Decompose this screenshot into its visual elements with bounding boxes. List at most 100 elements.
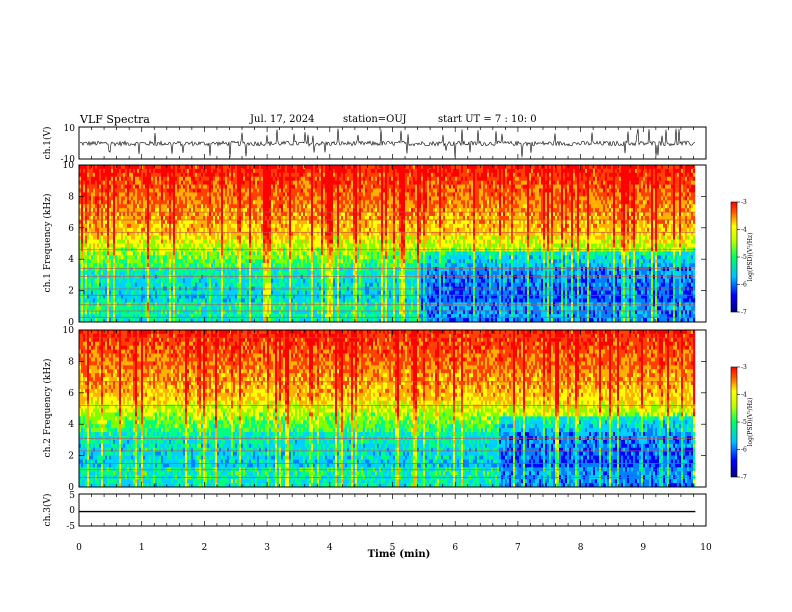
spectrogram-cell	[189, 169, 191, 173]
spectrogram-cell	[313, 181, 315, 185]
spectrogram-cell	[405, 181, 407, 185]
spectrogram-cell	[663, 173, 665, 177]
spectrogram-cell	[371, 173, 373, 177]
spectrogram-cell	[553, 177, 555, 181]
spectrogram-cell	[219, 169, 221, 173]
spectrogram-cell	[355, 173, 357, 177]
spectrogram-cell	[331, 185, 333, 189]
spectrogram-cell	[141, 165, 143, 169]
spectrogram-cell	[491, 177, 493, 181]
spectrogram-cell	[631, 169, 633, 173]
spectrogram-cell	[363, 173, 365, 177]
spectrogram-cell	[163, 185, 165, 189]
spectrogram-cell	[453, 185, 455, 189]
spectrogram-cell	[177, 173, 179, 177]
spectrogram-cell	[265, 185, 267, 189]
spectrogram-cell	[671, 181, 673, 185]
spectrogram-cell	[113, 165, 115, 169]
spectrogram-cell	[327, 181, 329, 185]
spectrogram-cell	[463, 173, 465, 177]
spectrogram-cell	[307, 185, 309, 189]
spectrogram-cell	[667, 181, 669, 185]
spectrogram-cell	[315, 181, 317, 185]
spectrogram-cell	[157, 185, 159, 189]
spectrogram-cell	[567, 173, 569, 177]
spectrogram-cell	[503, 169, 505, 173]
spectrogram-cell	[509, 177, 511, 181]
spectrogram-cell	[591, 173, 593, 177]
spectrogram-cell	[377, 181, 379, 185]
spectrogram-cell	[579, 173, 581, 177]
spectrogram-cell	[679, 173, 681, 177]
spectrogram-cell	[405, 177, 407, 181]
spectrogram-cell	[651, 169, 653, 173]
spectrogram-cell	[363, 165, 365, 169]
spectrogram-cell	[563, 173, 565, 177]
spectrogram-cell	[491, 173, 493, 177]
ch1-spectrogram-heatmap	[79, 165, 695, 322]
spectrogram-cell	[105, 181, 107, 185]
spectrogram-cell	[653, 165, 655, 169]
spectrogram-cell	[313, 185, 315, 189]
spectrogram-cell	[515, 181, 517, 185]
spectrogram-cell	[617, 169, 619, 173]
spectrogram-cell	[105, 173, 107, 177]
spectrogram-cell	[647, 165, 649, 169]
spectrogram-cell	[169, 185, 171, 189]
spectrogram-cell	[253, 185, 255, 189]
spectrogram-cell	[171, 181, 173, 185]
spectrogram-cell	[305, 181, 307, 185]
spectrogram-cell	[353, 169, 355, 173]
spectrogram-cell	[331, 169, 333, 173]
spectrogram-cell	[481, 181, 483, 185]
spectrogram-cell	[447, 181, 449, 185]
spectrogram-cell	[527, 181, 529, 185]
spectrogram-cell	[385, 165, 387, 169]
spectrogram-cell	[393, 165, 395, 169]
spectrogram-cell	[355, 169, 357, 173]
spectrogram-cell	[511, 177, 513, 181]
spectrogram-cell	[335, 181, 337, 185]
spectrogram-cell	[231, 181, 233, 185]
spectrogram-cell	[107, 165, 109, 169]
spectrogram-cell	[259, 185, 261, 189]
spectrogram-cell	[649, 173, 651, 177]
spectrogram-cell	[183, 181, 185, 185]
spectrogram-cell	[195, 173, 197, 177]
spectrogram-cell	[327, 185, 329, 189]
spectrogram-cell	[293, 173, 295, 177]
spectrogram-cell	[171, 185, 173, 189]
spectrogram-cell	[623, 177, 625, 181]
spectrogram-cell	[537, 177, 539, 181]
spectrogram-cell	[341, 185, 343, 189]
spectrogram-cell	[645, 181, 647, 185]
spectrogram-cell	[229, 181, 231, 185]
spectrogram-cell	[479, 169, 481, 173]
spectrogram-cell	[637, 177, 639, 181]
spectrogram-cell	[249, 169, 251, 173]
spectrogram-cell	[541, 173, 543, 177]
spectrogram-cell	[103, 169, 105, 173]
spectrogram-cell	[167, 173, 169, 177]
spectrogram-cell	[395, 177, 397, 181]
spectrogram-cell	[167, 165, 169, 169]
spectrogram-cell	[317, 181, 319, 185]
spectrogram-cell	[423, 185, 425, 189]
spectrogram-cell	[633, 173, 635, 177]
spectrogram-cell	[609, 181, 611, 185]
spectrogram-cell	[381, 177, 383, 181]
spectrogram-cell	[355, 185, 357, 189]
spectrogram-cell	[471, 173, 473, 177]
spectrogram-cell	[85, 173, 87, 177]
spectrogram-cell	[587, 181, 589, 185]
spectrogram-cell	[395, 169, 397, 173]
spectrogram-cell	[397, 165, 399, 169]
spectrogram-cell	[153, 185, 155, 189]
spectrogram-cell	[147, 181, 149, 185]
spectrogram-cell	[257, 181, 259, 185]
spectrogram-cell	[239, 173, 241, 177]
spectrogram-cell	[135, 177, 137, 181]
spectrogram-cell	[411, 185, 413, 189]
spectrogram-cell	[207, 173, 209, 177]
spectrogram-cell	[571, 173, 573, 177]
